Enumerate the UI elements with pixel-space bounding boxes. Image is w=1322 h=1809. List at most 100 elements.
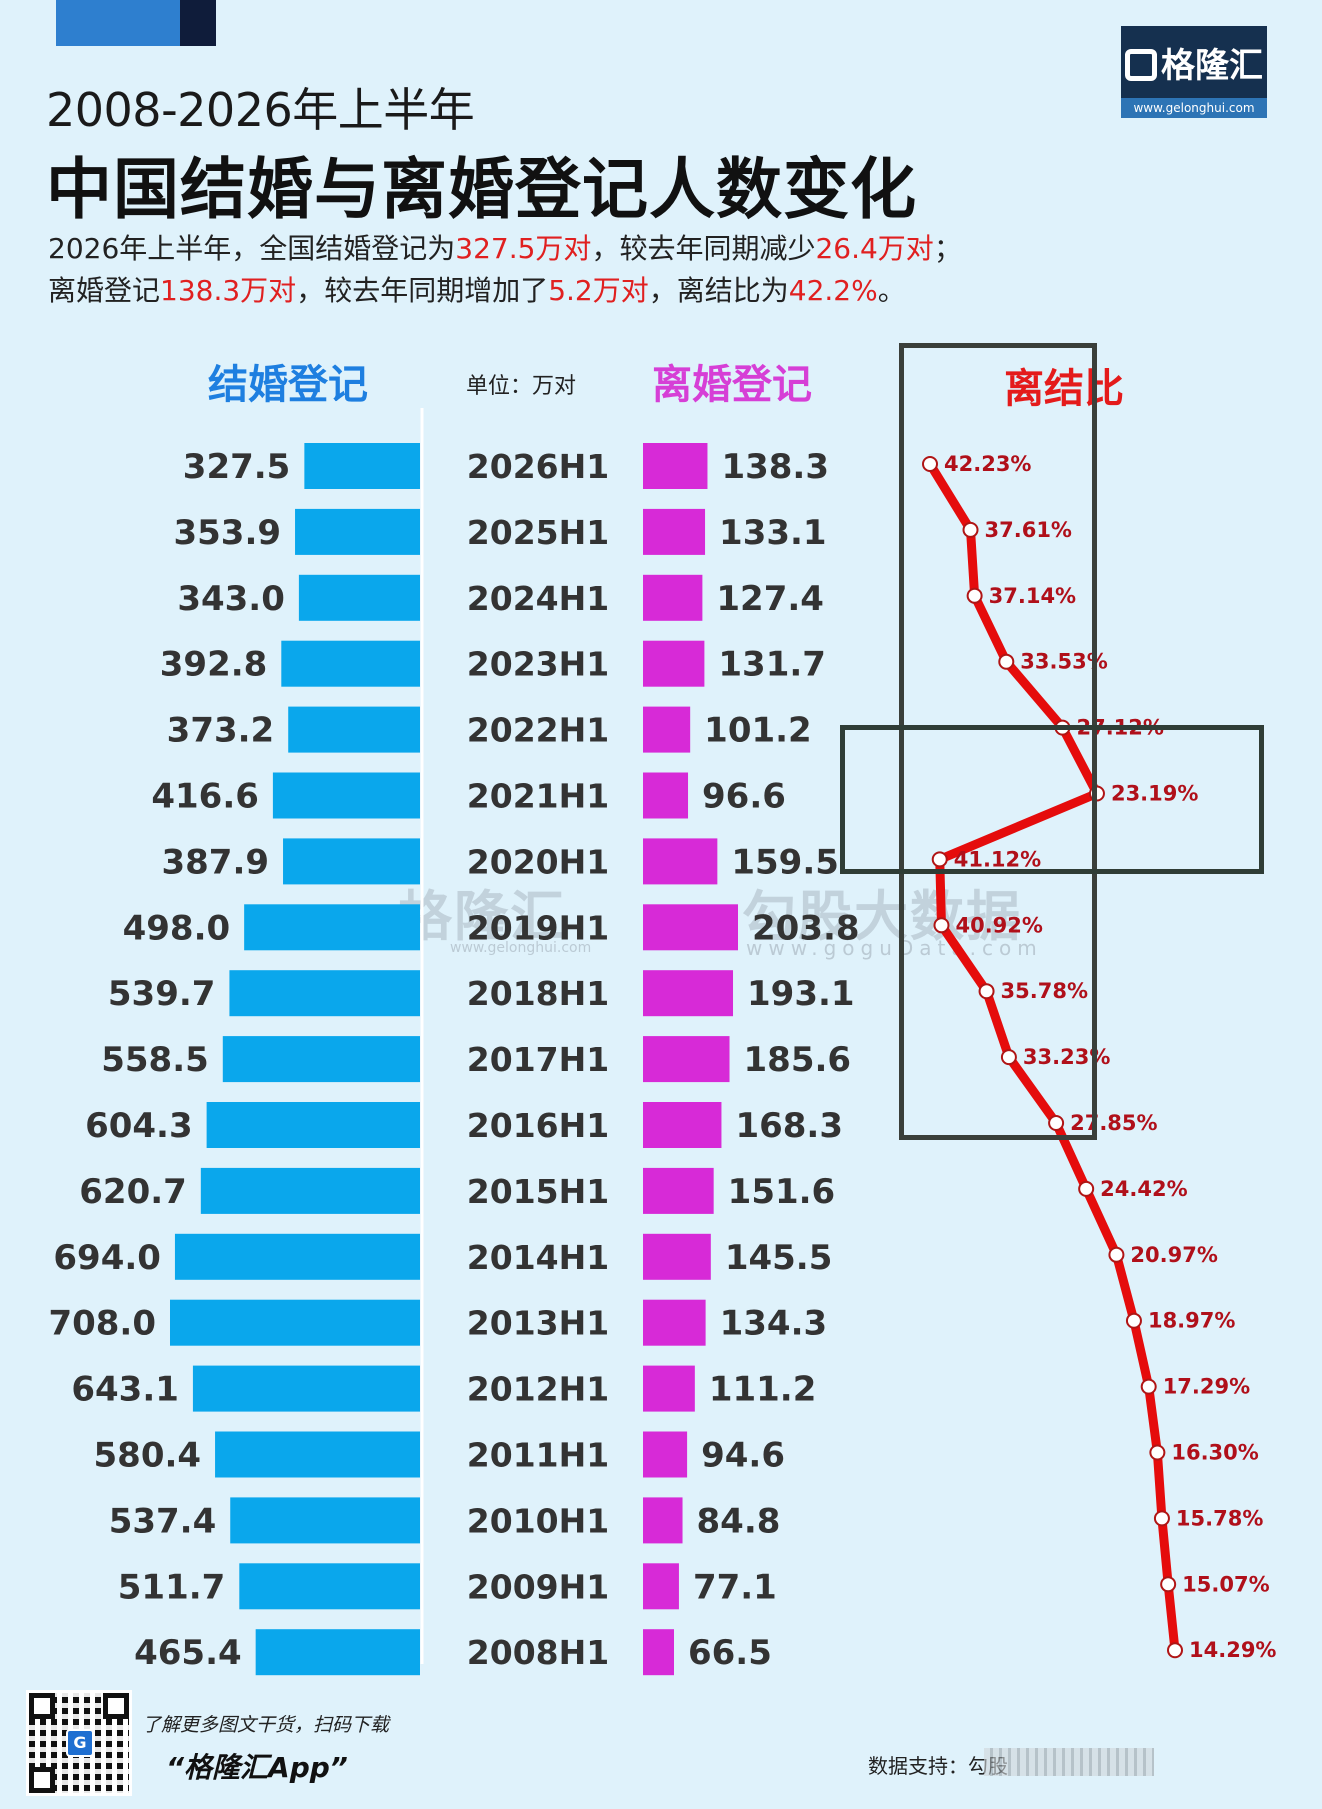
source-redacted	[984, 1748, 1154, 1776]
ratio-label-2013H1: 18.97%	[1148, 1309, 1235, 1333]
ratio-label-2026H1: 42.23%	[944, 452, 1031, 476]
brand-g-icon	[1125, 49, 1157, 81]
marriage-label-2025H1: 353.9	[173, 513, 281, 553]
marriage-bar-2025H1	[295, 508, 420, 555]
divorce-label-2019H1: 203.8	[752, 908, 860, 948]
marriage-label-2020H1: 387.9	[161, 842, 269, 882]
brand-name: 格隆汇	[1161, 46, 1263, 86]
ratio-point-2016H1	[1048, 1115, 1065, 1131]
marriage-label-2015H1: 620.7	[79, 1172, 187, 1212]
category-label-2020H1: 2020H1	[467, 842, 609, 881]
divorce-bar-2024H1	[643, 574, 703, 621]
summary-line2-seg-0: 离婚登记	[48, 274, 161, 307]
divorce-label-2009H1: 77.1	[693, 1567, 777, 1607]
marriage-bar-2011H1	[215, 1431, 420, 1478]
marriage-label-2019H1: 498.0	[123, 908, 231, 948]
marriage-label-2023H1: 392.8	[160, 645, 268, 685]
marriage-label-2014H1: 694.0	[53, 1238, 161, 1278]
category-label-2019H1: 2019H1	[467, 908, 609, 947]
ratio-point-2012H1	[1140, 1378, 1157, 1395]
top-accent-navy	[180, 0, 216, 46]
chart-title: 中国结婚与离婚登记人数变化	[46, 151, 917, 228]
ratio-point-2026H1	[922, 456, 938, 472]
summary-line1-seg-3: 26.4万对	[815, 232, 934, 265]
category-label-2012H1: 2012H1	[467, 1370, 609, 1409]
ratio-point-2019H1	[933, 917, 950, 934]
ratio-point-2010H1	[1153, 1510, 1170, 1527]
divorce-bar-2011H1	[643, 1431, 688, 1478]
app-name: “格隆汇App”	[166, 1751, 348, 1784]
summary-line-2: 离婚登记138.3万对，较去年同期增加了5.2万对，离结比为42.2%。	[48, 270, 962, 312]
divorce-label-2011H1: 94.6	[701, 1436, 785, 1476]
ratio-label-2008H1: 14.29%	[1189, 1638, 1276, 1662]
marriage-label-2013H1: 708.0	[48, 1304, 156, 1344]
divorce-bar-2023H1	[643, 640, 705, 687]
ratio-point-2018H1	[978, 983, 995, 1000]
divorce-bar-2017H1	[643, 1036, 730, 1083]
divorce-bar-2019H1	[643, 904, 738, 951]
summary-line1-seg-4: ；	[933, 232, 962, 265]
category-label-2026H1: 2026H1	[467, 447, 609, 486]
divorce-bar-2018H1	[643, 970, 734, 1017]
marriage-label-2026H1: 327.5	[183, 447, 291, 487]
divorce-bar-2021H1	[643, 772, 689, 819]
divorce-label-2022H1: 101.2	[704, 711, 812, 751]
divorce-label-2015H1: 151.6	[728, 1172, 836, 1212]
category-label-2015H1: 2015H1	[467, 1172, 609, 1211]
divorce-label-2010H1: 84.8	[697, 1501, 781, 1541]
category-label-2024H1: 2024H1	[467, 579, 609, 618]
ratio-header: 离结比	[1004, 366, 1124, 412]
watermark-gelonghui-url: www.gelonghui.com	[450, 940, 592, 956]
unit-label: 单位：万对	[466, 374, 577, 399]
marriage-bar-2026H1	[304, 443, 420, 489]
summary-line2-seg-4: ，离结比为	[648, 274, 789, 307]
chart-subtitle: 2008-2026年上半年	[46, 83, 475, 137]
marriage-label-2012H1: 643.1	[71, 1370, 179, 1410]
marriage-bar-2018H1	[229, 970, 420, 1017]
ratio-label-2021H1: 23.19%	[1111, 782, 1198, 806]
marriage-label-2018H1: 539.7	[108, 974, 216, 1014]
divorce-label-2016H1: 168.3	[735, 1106, 843, 1146]
category-label-2023H1: 2023H1	[467, 645, 609, 684]
divorce-bar-2008H1	[643, 1629, 674, 1676]
divorce-label-2021H1: 96.6	[702, 777, 786, 817]
marriage-label-2022H1: 373.2	[167, 711, 275, 751]
ratio-label-2014H1: 20.97%	[1130, 1243, 1217, 1267]
summary-text: 2026年上半年，全国结婚登记为327.5万对，较去年同期减少26.4万对； 离…	[48, 228, 962, 312]
summary-line2-seg-5: 42.2%	[788, 274, 878, 307]
divorce-bar-2022H1	[643, 706, 691, 753]
qr-finder-tr	[103, 1693, 129, 1719]
summary-line2-seg-3: 5.2万对	[548, 274, 649, 307]
ratio-label-2025H1: 37.61%	[985, 518, 1072, 542]
promo-text: 了解更多图文干货，扫码下载	[142, 1714, 390, 1736]
marriage-bar-2013H1	[170, 1299, 420, 1346]
summary-line2-seg-1: 138.3万对	[160, 274, 297, 307]
summary-line2-seg-6: 。	[877, 274, 906, 307]
highlight-frame-recent	[899, 343, 1097, 1140]
summary-line1-seg-2: ，较去年同期减少	[591, 232, 816, 265]
divorce-bar-2012H1	[643, 1365, 695, 1412]
ratio-label-2012H1: 17.29%	[1163, 1375, 1250, 1399]
marriage-bar-2015H1	[200, 1167, 420, 1214]
ratio-point-2009H1	[1160, 1576, 1177, 1593]
divorce-label-2013H1: 134.3	[720, 1304, 828, 1344]
category-label-2008H1: 2008H1	[467, 1633, 609, 1672]
divorce-bar-2010H1	[643, 1497, 683, 1544]
summary-line2-seg-2: ，较去年同期增加了	[296, 274, 549, 307]
marriage-label-2024H1: 343.0	[177, 579, 285, 619]
marriage-label-2009H1: 511.7	[118, 1567, 226, 1607]
marriage-bar-2010H1	[230, 1497, 420, 1544]
category-label-2022H1: 2022H1	[467, 711, 609, 750]
brand-logo-text: 格隆汇	[1121, 38, 1267, 87]
ratio-point-2017H1	[1000, 1049, 1017, 1066]
divorce-label-2023H1: 131.7	[718, 645, 826, 685]
marriage-bar-2009H1	[239, 1563, 420, 1610]
divorce-label-2012H1: 111.2	[709, 1370, 817, 1410]
marriage-label-2010H1: 537.4	[109, 1501, 217, 1541]
category-label-2011H1: 2011H1	[467, 1436, 609, 1475]
divorce-bar-2009H1	[643, 1563, 679, 1610]
watermark-gogudata: 勾股大数据	[742, 885, 1022, 948]
ratio-label-2015H1: 24.42%	[1100, 1177, 1187, 1201]
qr-finder-bl	[29, 1767, 55, 1793]
marriage-label-2021H1: 416.6	[151, 777, 259, 817]
